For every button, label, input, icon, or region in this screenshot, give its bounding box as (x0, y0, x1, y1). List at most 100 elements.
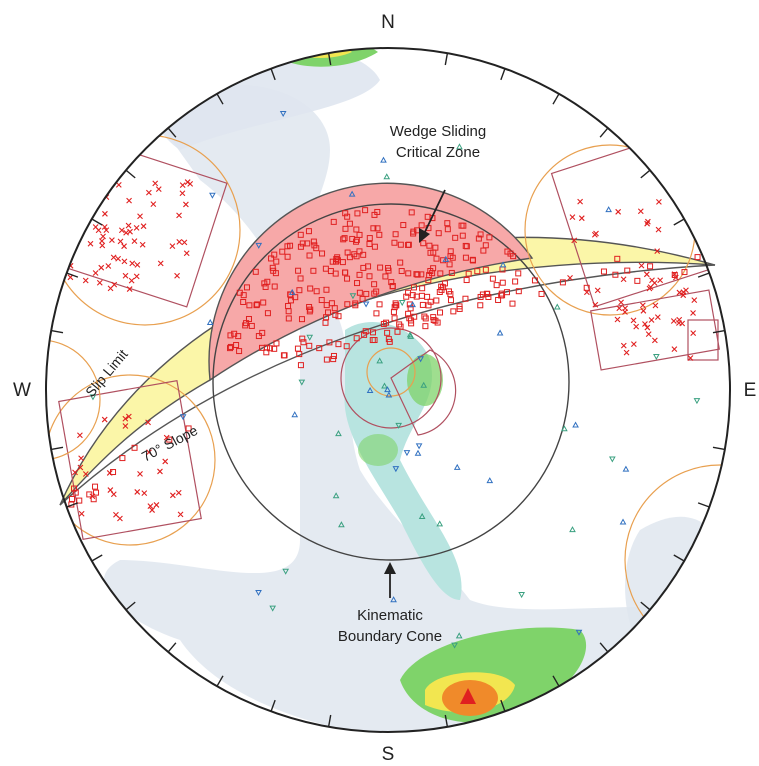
wedge-intersection-marker (405, 241, 412, 248)
pole-cross (101, 416, 108, 423)
wedge-intersection-marker (319, 250, 326, 257)
wedge-intersection-marker (465, 270, 472, 277)
wedge-intersection-marker (326, 339, 333, 346)
pole-cross (98, 264, 105, 271)
wedge-intersection-marker (299, 335, 306, 342)
pole-triangle (398, 300, 406, 307)
band-intersection-marker (694, 254, 701, 261)
wedge-intersection-marker (493, 282, 500, 289)
wedge-intersection-marker (307, 306, 314, 313)
pole-cross (680, 206, 687, 212)
pole-triangle (561, 425, 568, 432)
band-intersection-marker (330, 356, 337, 363)
wedge-intersection-marker (440, 284, 447, 291)
wedge-intersection-marker (297, 243, 304, 250)
slip-limit-label: Slip Limit (82, 346, 131, 400)
wedge-intersection-marker (462, 254, 469, 261)
wedge-intersection-marker (306, 252, 313, 259)
wedge-intersection-marker (503, 289, 510, 296)
wedge-intersection-marker (346, 220, 353, 227)
azimuth-tick (66, 502, 79, 508)
pole-cross (187, 180, 194, 187)
pole-cross (592, 301, 599, 308)
azimuth-tick (270, 699, 276, 712)
pole-cross (125, 222, 132, 229)
wedge-intersection-marker (448, 269, 455, 276)
azimuth-tick (444, 714, 449, 727)
wedge-intersection-marker (418, 292, 425, 299)
pole-cross (70, 241, 77, 248)
band-intersection-marker (306, 342, 313, 349)
azimuth-tick (327, 714, 332, 727)
band-intersection-marker (166, 436, 173, 443)
pole-cross (137, 471, 143, 477)
azimuth-tick (216, 675, 224, 687)
wedge-intersection-marker (373, 310, 380, 317)
wedge-intersection-marker (374, 208, 381, 215)
pole-triangle (392, 466, 400, 473)
wedge-intersection-marker (354, 210, 361, 217)
band-intersection-marker (614, 255, 621, 262)
pole-cross (644, 324, 651, 331)
pole-cross (633, 323, 640, 330)
azimuth-tick (712, 446, 725, 451)
pole-cross (125, 413, 132, 420)
wedge-intersection-marker (382, 273, 389, 280)
pole-cross (134, 262, 141, 268)
pole-cross (89, 493, 96, 500)
wedge-intersection-marker (450, 308, 457, 315)
cone-label-line2: Boundary Cone (338, 628, 442, 645)
pole-cross (115, 255, 121, 262)
wedge-intersection-marker (515, 288, 522, 295)
pole-cross (122, 423, 129, 429)
pole-triangle (390, 596, 397, 603)
pole-cross (115, 182, 122, 188)
wedge-intersection-marker (313, 245, 320, 252)
wedge-intersection-marker (477, 231, 484, 238)
pole-cross (691, 297, 698, 303)
wedge-intersection-marker (391, 239, 398, 246)
band-intersection-marker (538, 290, 545, 297)
wedge-intersection-marker (385, 267, 392, 274)
pole-triangle (349, 293, 357, 300)
pole-cross (109, 237, 115, 243)
wedge-intersection-marker (266, 345, 273, 352)
pole-cross (672, 274, 679, 281)
wedge-intersection-marker (287, 297, 294, 304)
pole-cross (656, 198, 662, 205)
wedge-intersection-marker (515, 270, 522, 277)
wedge-intersection-marker (342, 210, 349, 217)
azimuth-tick (167, 127, 177, 138)
wedge-intersection-marker (297, 275, 304, 282)
band-intersection-marker (86, 491, 93, 498)
wedge-intersection-marker (334, 254, 341, 261)
pole-cross (630, 341, 637, 348)
pole-cross (623, 349, 630, 356)
wedge-intersection-marker (343, 343, 350, 350)
pole-triangle (486, 477, 494, 484)
wedge-intersection-marker (253, 302, 260, 309)
wedge-intersection-marker (353, 335, 360, 342)
wedge-intersection-marker (264, 278, 271, 285)
wedge-intersection-marker (340, 236, 347, 243)
wedge-intersection-marker (388, 279, 395, 286)
wedge-intersection-marker (273, 340, 280, 347)
wedge-intersection-marker (248, 322, 255, 329)
wedge-intersection-marker (398, 268, 405, 275)
azimuth-tick (673, 218, 685, 226)
wedge-intersection-marker (356, 289, 363, 296)
pole-cross (100, 233, 106, 240)
pole-cross (638, 262, 645, 269)
pole-triangle (409, 301, 416, 308)
wedge-intersection-marker (403, 293, 410, 300)
pole-triangle (179, 414, 187, 421)
wedge-intersection-marker (330, 352, 337, 359)
wedge-intersection-marker (285, 315, 292, 322)
pole-triangle (455, 632, 463, 639)
pole-triangle (608, 456, 616, 463)
wedge-intersection-marker (437, 270, 444, 277)
pole-cross (671, 346, 678, 353)
wedge-intersection-marker (441, 280, 448, 287)
band-intersection-marker (477, 293, 484, 300)
